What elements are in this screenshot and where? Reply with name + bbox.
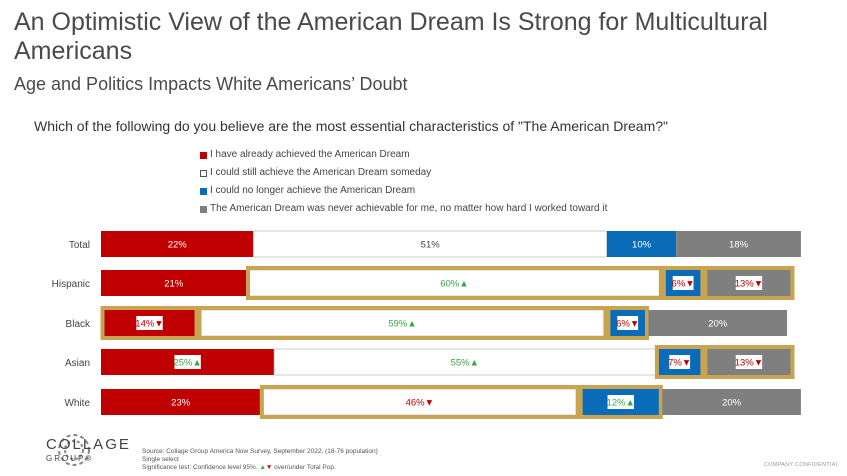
bar-segment xyxy=(662,389,801,415)
data-label: 6%▼ xyxy=(672,279,695,290)
bar-segment xyxy=(252,230,608,258)
data-label: 13%▼ xyxy=(735,358,763,369)
data-label: 7%▼ xyxy=(668,358,691,369)
category-label: White xyxy=(64,398,90,409)
bar-segment xyxy=(101,389,261,415)
stacked-bar-chart: Total 22% 51% 10% 18% Hispanic 21% 60%▲ 6%▼ 13%▼ B… xyxy=(52,230,801,419)
data-label: 6%▼ xyxy=(616,319,639,330)
data-label: 13%▼ xyxy=(735,279,763,290)
data-label-box xyxy=(669,355,691,369)
legend-swatch-red xyxy=(200,151,207,159)
legend-label: I could still achieve the American Dream… xyxy=(210,167,432,178)
sig-test-note: Significance test: Confidence level 95%.… xyxy=(142,464,378,472)
highlight-frame xyxy=(246,266,663,300)
legend-label: The American Dream was never achievable … xyxy=(210,203,608,214)
legend-label: I could no longer achieve the American D… xyxy=(210,185,416,196)
chart-legend: I have already achieved the American Dre… xyxy=(200,146,607,218)
data-label: 14%▼ xyxy=(135,319,163,330)
highlight-frame xyxy=(197,306,608,340)
confidential-label: COMPANY CONFIDENTIAL xyxy=(763,462,839,468)
data-label: 22% xyxy=(168,240,188,251)
highlight-frame xyxy=(578,385,663,419)
slide-title: An Optimistic View of the American Dream… xyxy=(14,8,768,65)
legend-label: I have already achieved the American Dre… xyxy=(210,149,410,160)
highlight-frame xyxy=(100,306,199,340)
logo-wordmark: COLLAGE xyxy=(46,436,131,453)
data-label: 25%▲ xyxy=(173,358,201,369)
collage-logo-icon xyxy=(58,434,90,466)
highlight-frame xyxy=(661,266,705,300)
source-note: Source: Collage Group America Now Survey… xyxy=(142,448,378,455)
footnotes: Source: Collage Group America Now Survey… xyxy=(142,448,378,472)
legend-item-could-achieve: I could still achieve the American Dream… xyxy=(200,164,607,182)
data-label-box xyxy=(136,316,163,330)
legend-swatch-blue xyxy=(200,187,207,195)
legend-item-never: The American Dream was never achievable … xyxy=(200,200,607,218)
data-label: 23% xyxy=(171,398,191,409)
highlight-frame xyxy=(703,266,795,300)
data-label-box xyxy=(441,276,468,290)
bar-segment xyxy=(606,231,677,257)
bar-segment xyxy=(648,310,788,336)
data-label: 21% xyxy=(164,279,184,290)
data-label: 46%▼ xyxy=(406,398,434,409)
data-label-box xyxy=(451,355,479,369)
highlight-frame xyxy=(606,306,649,340)
bar-segment xyxy=(676,231,801,257)
chart-question: Which of the following do you believe ar… xyxy=(34,118,669,134)
slide-subtitle: Age and Politics Impacts White Americans… xyxy=(14,74,408,94)
data-label: 10% xyxy=(632,240,652,251)
category-label: Hispanic xyxy=(52,279,90,290)
data-label: 55%▲ xyxy=(451,358,479,369)
category-label: Black xyxy=(66,319,91,330)
bar-segment xyxy=(101,231,254,257)
data-label: 18% xyxy=(729,240,749,251)
data-label-box xyxy=(389,316,416,330)
up-arrow-icon: ▲ xyxy=(259,464,266,471)
data-label-box xyxy=(672,276,694,290)
sig-test-suffix: over/under Total Pop. xyxy=(274,464,336,471)
legend-swatch-white xyxy=(200,169,207,177)
data-label: 12%▲ xyxy=(607,398,635,409)
data-label-box xyxy=(735,355,763,369)
data-label: 20% xyxy=(722,398,742,409)
data-label: 59%▲ xyxy=(388,319,416,330)
data-label-box xyxy=(174,355,201,369)
single-select-note: Single select xyxy=(142,456,179,463)
down-arrow-icon: ▼ xyxy=(265,464,273,471)
data-label-box xyxy=(607,395,634,409)
data-label-box xyxy=(617,316,639,330)
data-label: 51% xyxy=(421,240,441,251)
data-label-box xyxy=(735,276,763,290)
legend-item-achieved: I have already achieved the American Dre… xyxy=(200,146,607,164)
sig-test-prefix: Significance test: Confidence level 95%. xyxy=(142,464,258,471)
bar-segment xyxy=(101,270,247,296)
highlight-frame xyxy=(259,385,580,419)
data-label: 20% xyxy=(708,319,728,330)
data-label: 60%▲ xyxy=(440,279,468,290)
category-label: Asian xyxy=(65,358,90,369)
logo-wordmark-sub: GROUP® xyxy=(46,454,94,463)
legend-item-no-longer: I could no longer achieve the American D… xyxy=(200,182,607,200)
highlight-frame xyxy=(654,345,705,379)
highlight-frame xyxy=(703,345,795,379)
data-label-box xyxy=(406,395,433,409)
category-label: Total xyxy=(69,240,90,251)
legend-swatch-gray xyxy=(200,205,207,213)
